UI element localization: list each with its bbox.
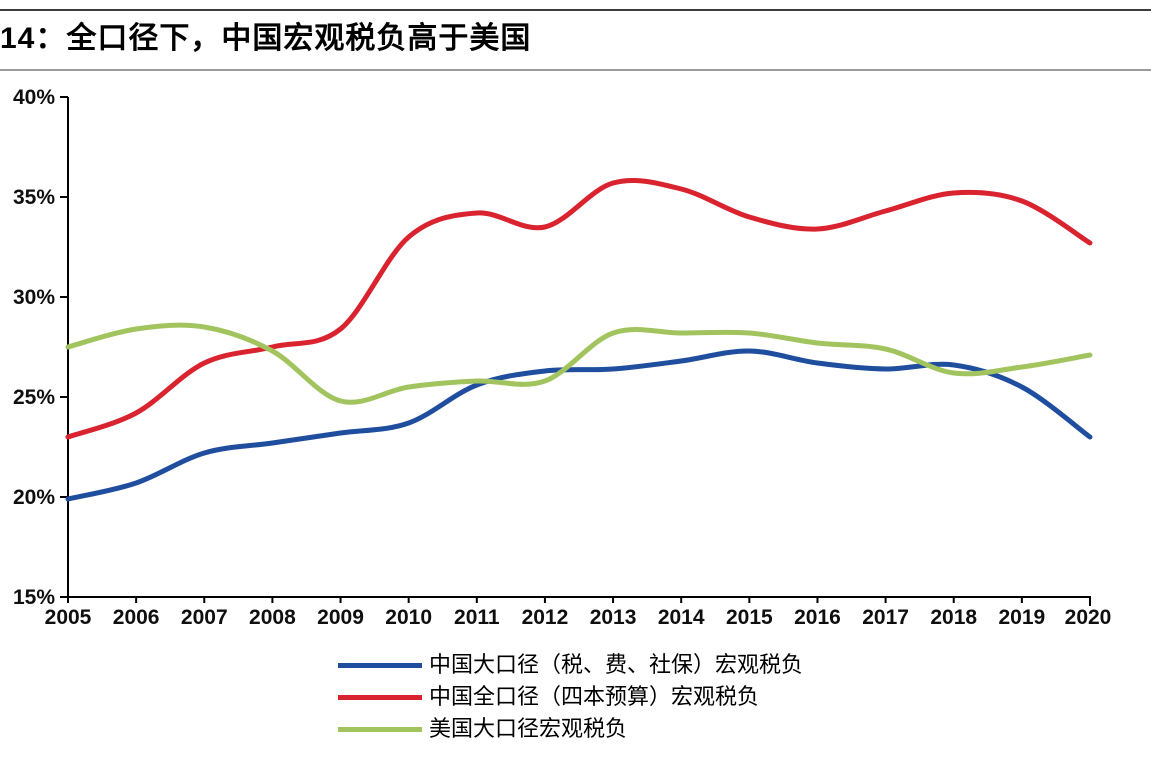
- x-tick-label: 2020: [1065, 606, 1112, 629]
- legend-label: 中国全口径（四本预算）宏观税负: [429, 684, 760, 709]
- legend-item-us-large-caliber: 美国大口径宏观税负: [338, 713, 803, 745]
- x-tick-label: 2016: [794, 606, 841, 629]
- chart-legend: 中国大口径（税、费、社保）宏观税负 中国全口径（四本预算）宏观税负 美国大口径宏…: [338, 649, 803, 745]
- series-line-china-large-caliber: [65, 348, 1093, 502]
- legend-item-china-full-caliber: 中国全口径（四本预算）宏观税负: [338, 681, 803, 713]
- chart-title: 14：全口径下，中国宏观税负高于美国: [0, 22, 532, 55]
- x-tick-label: 2012: [522, 606, 569, 629]
- legend-label: 中国大口径（税、费、社保）宏观税负: [429, 652, 804, 677]
- legend-item-china-large-caliber: 中国大口径（税、费、社保）宏观税负: [338, 649, 803, 681]
- legend-swatch-green: [338, 726, 422, 732]
- y-tick-label: 25%: [13, 386, 55, 409]
- x-tick-label: 2017: [862, 606, 909, 629]
- x-tick-label: 2019: [999, 606, 1046, 629]
- y-tick-label: 20%: [13, 486, 55, 509]
- legend-swatch-red: [338, 694, 422, 700]
- x-tick-label: 2014: [658, 606, 705, 629]
- x-tick-label: 2007: [181, 606, 228, 629]
- y-tick-label: 30%: [13, 286, 55, 309]
- legend-label: 美国大口径宏观税负: [429, 716, 628, 741]
- x-tick-label: 2018: [930, 606, 977, 629]
- series-line-us-large-caliber: [65, 322, 1093, 405]
- x-tick-label: 2015: [726, 606, 773, 629]
- x-tick-label: 2005: [45, 606, 92, 629]
- x-tick-label: 2013: [590, 606, 637, 629]
- x-tick-label: 2011: [454, 606, 500, 629]
- series-line-china-full-caliber: [65, 177, 1093, 440]
- x-tick-label: 2010: [385, 606, 432, 629]
- x-tick-label: 2008: [249, 606, 296, 629]
- y-tick-label: 40%: [13, 86, 55, 109]
- y-tick-label: 15%: [13, 586, 55, 609]
- legend-swatch-blue: [338, 662, 422, 668]
- x-tick-label: 2009: [317, 606, 364, 629]
- top-border-line: [0, 9, 1151, 11]
- y-tick-label: 35%: [13, 186, 55, 209]
- title-divider-line: [0, 69, 1151, 71]
- x-tick-label: 2006: [113, 606, 160, 629]
